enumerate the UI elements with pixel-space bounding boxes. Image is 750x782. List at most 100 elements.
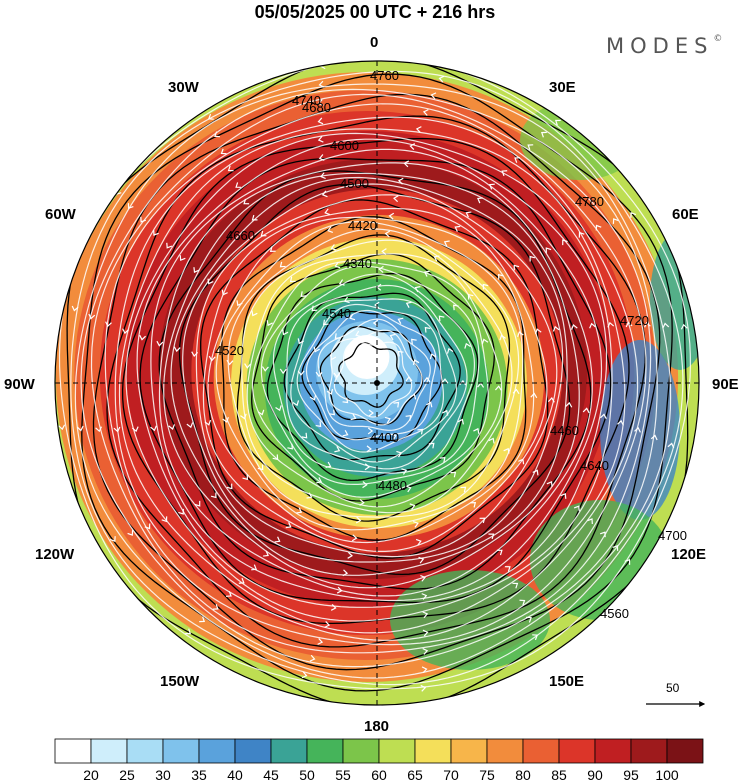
streamline-arrow	[454, 225, 461, 232]
streamline-arrow	[351, 534, 358, 542]
streamline-arrow	[257, 464, 264, 471]
streamline-arrow	[494, 385, 502, 391]
streamline-arrow	[393, 195, 399, 203]
streamline-arrow	[364, 463, 371, 471]
streamline-arrow	[624, 558, 631, 565]
streamline-arrow	[342, 430, 349, 437]
streamline-arrow	[405, 301, 412, 308]
streamline-arrow	[384, 230, 391, 238]
streamline-arrow	[238, 577, 245, 584]
streamline-arrow	[251, 214, 258, 221]
streamline-arrow	[403, 160, 410, 168]
streamline-arrow	[329, 409, 335, 416]
streamline-arrow	[443, 240, 450, 247]
lon-label-120w: 120W	[35, 546, 75, 563]
streamline-arrow	[545, 247, 552, 254]
streamline-arrow	[58, 424, 66, 431]
streamline-arrow	[199, 616, 206, 623]
brand-name: MODES	[606, 34, 714, 58]
colorbar-tick-label: 60	[371, 767, 387, 782]
streamline-arrow	[643, 321, 651, 328]
streamline-arrow	[617, 419, 624, 426]
streamline-arrow	[315, 371, 323, 378]
lon-label-30e: 30E	[549, 79, 576, 96]
streamline-arrow	[257, 409, 265, 416]
streamline-arrow	[235, 182, 242, 188]
contour-label: 4400	[370, 430, 399, 445]
streamline-arrow	[446, 347, 454, 354]
streamline-arrow	[279, 261, 286, 268]
streamline-arrow	[587, 518, 593, 525]
streamline-arrow	[457, 418, 464, 425]
streamline	[136, 138, 608, 608]
streamline	[125, 132, 613, 622]
contour-label: 4420	[348, 218, 377, 233]
colorbar-swatch	[486, 738, 524, 764]
streamline-arrow	[285, 522, 292, 529]
streamline	[114, 116, 639, 641]
shading-band	[344, 335, 390, 379]
streamline-arrow	[423, 376, 431, 383]
streamline	[90, 93, 652, 654]
streamline-arrow	[497, 273, 504, 280]
colorbar-tick-label: 65	[407, 767, 423, 782]
streamline	[260, 265, 480, 485]
streamline-arrow	[589, 322, 596, 329]
streamline	[104, 103, 647, 646]
contour-line	[121, 137, 630, 625]
colorbar-tick-label: 30	[155, 767, 171, 782]
colorbar-swatch	[162, 738, 200, 764]
streamline	[251, 260, 489, 498]
streamline-arrow	[289, 276, 296, 283]
streamline-arrow	[95, 426, 103, 433]
streamline-arrow	[424, 326, 431, 333]
streamline-arrow	[662, 322, 670, 329]
colorbar-tick-label: 45	[263, 767, 279, 782]
streamline-arrow	[287, 443, 293, 450]
streamline-arrow	[372, 319, 379, 327]
streamline-arrow	[191, 351, 199, 357]
streamline-arrow	[263, 550, 269, 557]
streamline	[58, 61, 692, 690]
streamline-arrow	[208, 355, 216, 362]
colorbar-tick-label: 50	[299, 767, 315, 782]
streamline-arrow	[349, 313, 356, 321]
streamline-arrow	[565, 401, 573, 408]
streamline-arrow	[496, 549, 503, 556]
streamline-arrow	[318, 154, 325, 161]
streamline-arrow	[338, 279, 345, 286]
streamline-arrow	[315, 421, 322, 428]
streamline-arrow	[467, 293, 474, 300]
streamline-arrow	[540, 131, 547, 138]
streamline-arrow	[412, 359, 420, 366]
streamline-arrow	[411, 338, 417, 345]
streamline	[195, 194, 558, 558]
streamline-arrow	[326, 388, 334, 395]
contour-label: 4460	[550, 423, 579, 438]
streamline-arrow	[488, 533, 495, 540]
streamline-arrow	[409, 393, 417, 400]
streamline-arrow	[334, 261, 341, 269]
streamline	[227, 228, 520, 518]
streamline-arrow	[438, 75, 445, 83]
streamline-arrow	[301, 432, 308, 439]
contour-label: 4660	[226, 228, 255, 243]
lon-label-150w: 150W	[160, 673, 200, 690]
streamline-arrow	[359, 498, 365, 506]
streamline-arrow	[570, 324, 578, 330]
brand-logo: MODES©	[606, 34, 722, 58]
streamline-arrow	[178, 508, 184, 515]
streamline-arrow	[470, 501, 477, 508]
streamline-arrow	[578, 231, 585, 238]
streamline-arrow	[325, 461, 332, 468]
streamline-arrow	[441, 378, 449, 384]
streamline-arrow	[317, 99, 324, 107]
streamline-arrow	[240, 413, 247, 420]
lon-label-60e: 60E	[672, 206, 699, 223]
contour-label: 4780	[575, 194, 604, 209]
contour-label: 4540	[322, 306, 351, 321]
streamline-arrow	[612, 218, 619, 224]
streamline-arrow	[313, 346, 320, 353]
colorbar-tick-label: 90	[587, 767, 603, 782]
streamline-arrow	[355, 516, 362, 524]
